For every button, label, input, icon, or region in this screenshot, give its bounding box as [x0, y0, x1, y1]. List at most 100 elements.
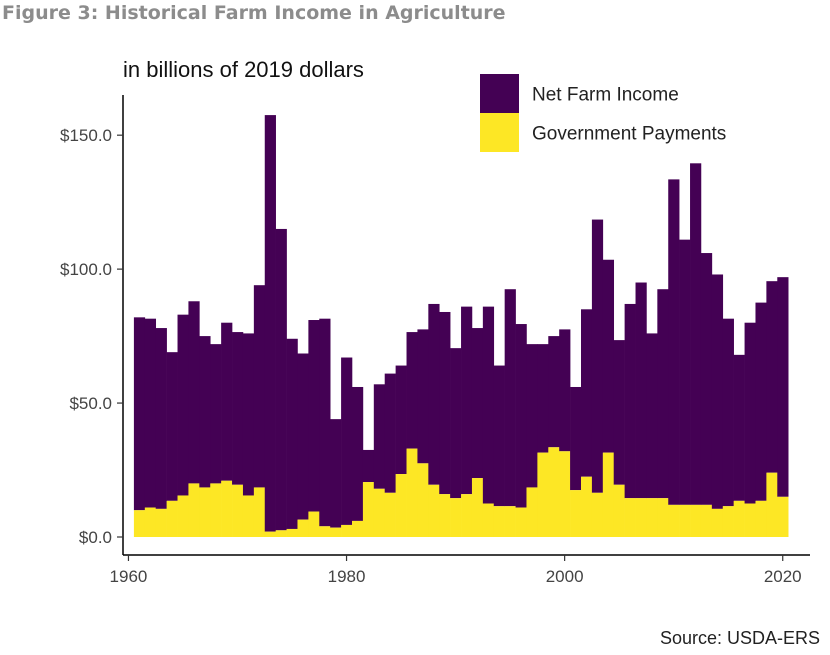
bar-government-payments-2005	[613, 484, 625, 537]
bar-net-farm-income-1989	[439, 311, 451, 495]
bar-government-payments-1983	[373, 488, 386, 537]
bar-government-payments-2011	[679, 504, 691, 537]
bar-government-payments-1963	[155, 508, 167, 537]
bar-government-payments-1991	[461, 494, 473, 537]
bar-net-farm-income-2012	[690, 163, 702, 505]
bar-net-farm-income-1969	[221, 322, 233, 481]
bar-government-payments-1987	[417, 463, 429, 537]
bar-net-farm-income-1988	[428, 303, 440, 485]
bar-net-farm-income-1980	[341, 357, 353, 525]
bar-net-farm-income-1981	[352, 386, 364, 521]
bar-government-payments-2009	[657, 498, 669, 537]
bar-net-farm-income-1997	[526, 344, 538, 488]
bar-net-farm-income-1976	[297, 353, 309, 520]
bar-government-payments-1997	[526, 487, 538, 537]
y-tick-label: $100.0	[60, 260, 112, 279]
bar-government-payments-2004	[602, 452, 615, 537]
bar-government-payments-2015	[722, 506, 734, 537]
bar-government-payments-2012	[690, 504, 702, 537]
bar-net-farm-income-1967	[199, 336, 211, 488]
bar-net-farm-income-1991	[461, 306, 473, 495]
bar-government-payments-1980	[341, 524, 353, 537]
bar-net-farm-income-1970	[232, 332, 244, 485]
bar-government-payments-2014	[711, 508, 724, 537]
legend: Net Farm Income Government Payments	[480, 74, 726, 152]
bar-net-farm-income-1993	[482, 306, 495, 504]
bar-net-farm-income-2006	[624, 303, 636, 499]
bar-government-payments-1976	[297, 519, 309, 537]
figure-title: Figure 3: Historical Farm Income in Agri…	[2, 2, 506, 24]
bar-government-payments-2000	[559, 451, 571, 537]
legend-label: Net Farm Income	[532, 85, 679, 106]
bar-net-farm-income-2003	[591, 219, 604, 493]
bar-net-farm-income-1982	[362, 449, 375, 483]
bar-government-payments-1974	[275, 530, 287, 537]
bar-government-payments-1984	[384, 492, 396, 537]
bar-net-farm-income-1965	[177, 314, 189, 496]
bar-government-payments-1993	[482, 503, 495, 537]
bar-net-farm-income-1992	[471, 328, 484, 479]
bar-net-farm-income-2016	[733, 354, 745, 501]
bar-net-farm-income-1966	[188, 301, 200, 484]
bar-government-payments-2016	[733, 500, 745, 537]
bar-net-farm-income-2020	[777, 277, 789, 497]
bar-government-payments-2006	[624, 498, 636, 537]
y-tick-label: $150.0	[60, 126, 112, 145]
bar-net-farm-income-2004	[602, 259, 615, 453]
bar-government-payments-1988	[428, 484, 440, 537]
bar-government-payments-2007	[635, 498, 647, 537]
bar-net-farm-income-2008	[646, 333, 658, 499]
bar-government-payments-2013	[700, 504, 713, 537]
x-tick-label: 1980	[328, 567, 366, 586]
bar-government-payments-1972	[253, 487, 266, 537]
bar-net-farm-income-1975	[286, 338, 298, 529]
bar-government-payments-1992	[471, 478, 484, 537]
bar-net-farm-income-1996	[515, 324, 527, 508]
bar-government-payments-1970	[232, 484, 244, 537]
bar-government-payments-2018	[755, 500, 767, 537]
legend-label: Government Payments	[532, 124, 726, 145]
bar-net-farm-income-2013	[700, 253, 713, 505]
bars	[133, 115, 789, 537]
bar-net-farm-income-2009	[657, 289, 669, 499]
y-tick-label: $0.0	[79, 528, 112, 547]
bar-net-farm-income-1995	[504, 289, 516, 507]
bar-net-farm-income-1977	[308, 320, 320, 512]
bar-net-farm-income-1978	[319, 318, 331, 527]
x-tick-label: 1960	[110, 567, 148, 586]
bar-net-farm-income-1998	[537, 344, 549, 453]
bar-net-farm-income-1984	[384, 373, 396, 493]
bar-net-farm-income-1973	[264, 115, 276, 532]
bar-net-farm-income-1961	[133, 317, 146, 511]
bar-government-payments-1985	[395, 474, 407, 537]
bar-government-payments-2002	[581, 476, 593, 537]
bar-government-payments-1977	[308, 511, 320, 537]
bar-government-payments-1990	[450, 498, 462, 537]
bar-net-farm-income-1990	[450, 348, 462, 499]
bar-net-farm-income-1999	[548, 336, 560, 448]
bar-government-payments-1971	[242, 495, 255, 537]
bar-net-farm-income-1987	[417, 329, 429, 464]
x-tick-label: 2020	[764, 567, 802, 586]
bar-government-payments-1998	[537, 452, 549, 537]
bar-government-payments-1989	[439, 494, 451, 537]
bar-government-payments-1973	[264, 531, 276, 537]
bar-government-payments-1965	[177, 495, 189, 537]
bar-net-farm-income-1962	[144, 318, 157, 508]
bar-net-farm-income-1994	[493, 365, 505, 507]
bar-net-farm-income-1963	[155, 328, 167, 509]
bar-government-payments-2020	[777, 496, 789, 537]
bar-government-payments-1969	[221, 480, 233, 537]
bar-government-payments-1982	[362, 482, 375, 537]
bar-net-farm-income-2019	[766, 281, 778, 473]
bar-net-farm-income-2005	[613, 340, 625, 485]
bar-government-payments-1964	[166, 500, 178, 537]
bar-government-payments-2017	[744, 503, 756, 537]
bar-government-payments-2001	[570, 490, 582, 537]
x-tick-label: 2000	[546, 567, 584, 586]
bar-government-payments-2019	[766, 472, 778, 537]
bar-net-farm-income-2007	[635, 282, 647, 499]
bar-net-farm-income-2002	[581, 309, 593, 477]
bar-government-payments-1966	[188, 483, 200, 537]
